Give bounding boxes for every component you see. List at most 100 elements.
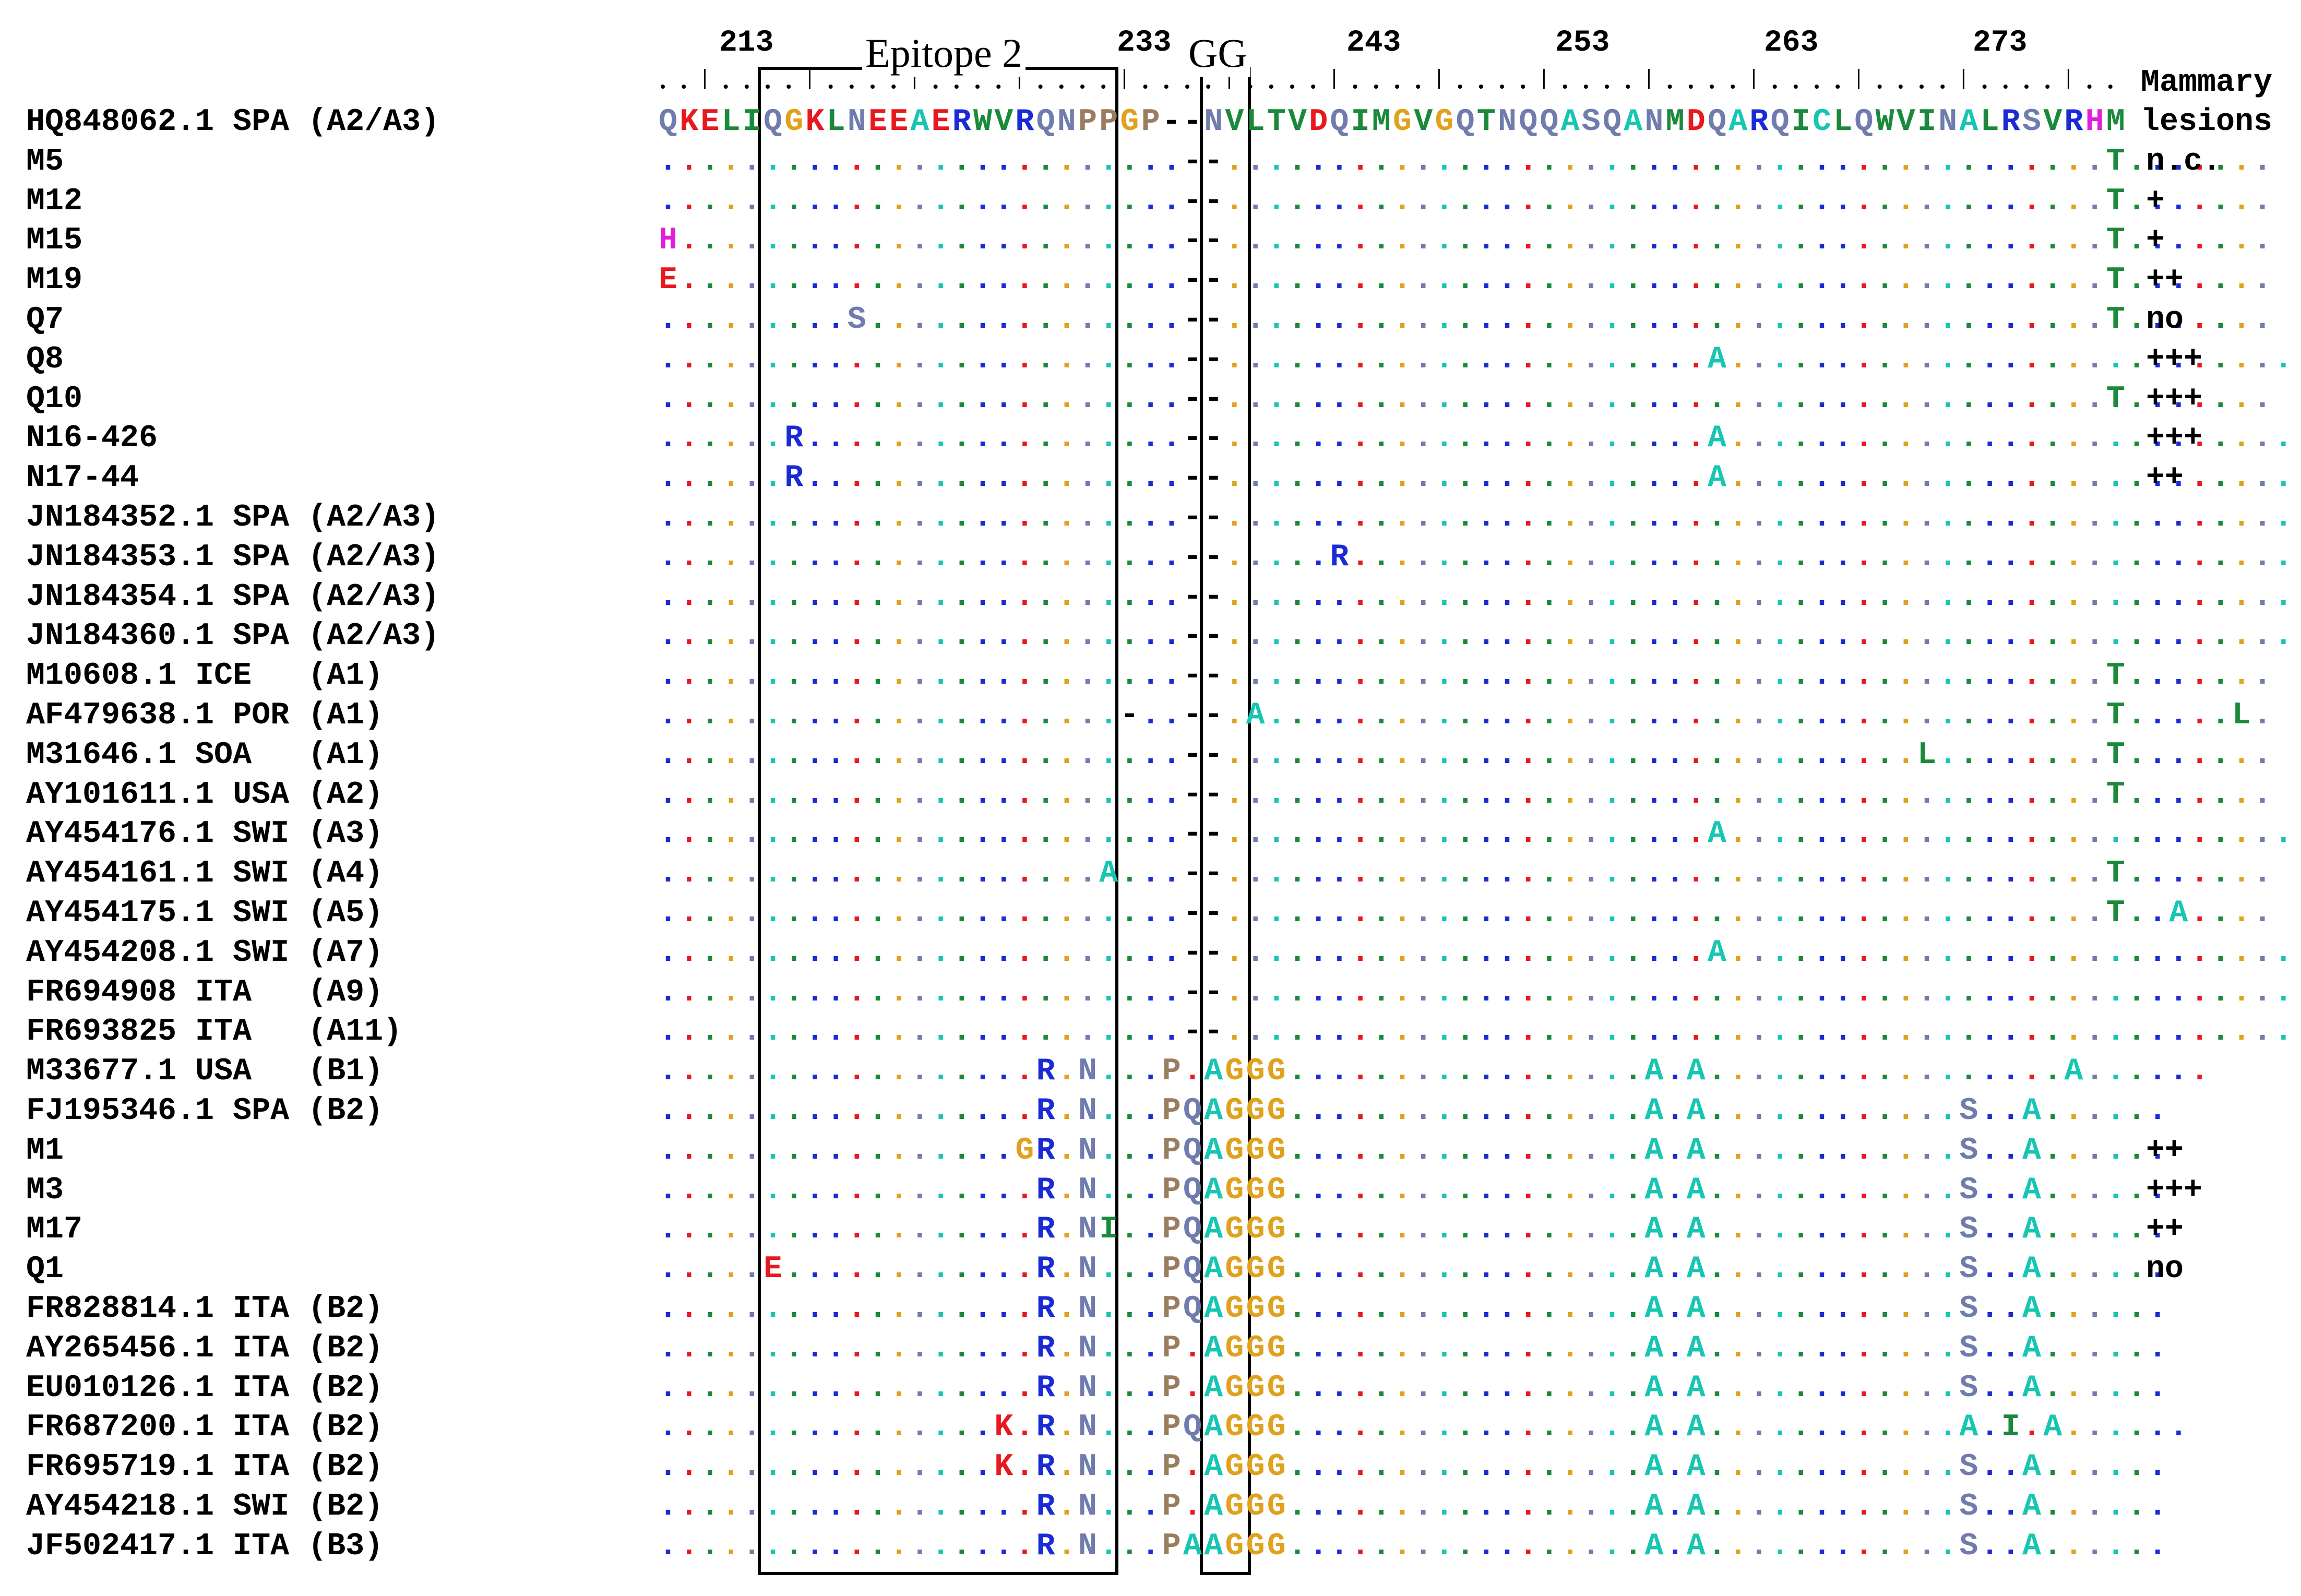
match-dot: . xyxy=(1309,856,1328,892)
match-dot: . xyxy=(889,935,909,971)
reference-residue: L xyxy=(1980,104,1999,140)
match-dot: . xyxy=(1288,1252,1307,1288)
match-dot: . xyxy=(1875,1093,1894,1129)
match-dot: . xyxy=(700,896,720,931)
match-dot: . xyxy=(2232,1014,2251,1050)
match-dot: . xyxy=(2085,974,2104,1010)
match-dot: . xyxy=(721,1212,741,1248)
match-dot: . xyxy=(826,1172,845,1208)
match-dot: . xyxy=(2085,1172,2104,1208)
match-dot: . xyxy=(847,381,866,417)
match-dot: . xyxy=(952,263,971,299)
match-dot: . xyxy=(1372,1014,1391,1050)
match-dot: . xyxy=(1540,539,1559,575)
match-dot: . xyxy=(1959,341,1978,377)
match-dot: . xyxy=(1099,1172,1118,1208)
match-dot: . xyxy=(1288,1449,1307,1485)
match-dot: . xyxy=(742,1093,761,1129)
substitution-residue: A xyxy=(2022,1370,2042,1406)
match-dot: . xyxy=(805,816,825,852)
match-dot: . xyxy=(1728,579,1748,615)
match-dot: . xyxy=(973,1133,993,1169)
match-dot: . xyxy=(1708,1291,1727,1327)
match-dot: . xyxy=(1938,1370,1958,1406)
match-dot: . xyxy=(2148,816,2167,852)
reference-residue: I xyxy=(742,104,761,140)
match-dot: . xyxy=(1875,183,1894,219)
match-dot: . xyxy=(1938,460,1958,496)
match-dot: . xyxy=(1476,1449,1496,1485)
match-dot: . xyxy=(1393,381,1412,417)
match-dot: . xyxy=(1938,1410,1958,1446)
substitution-residue: A xyxy=(1204,1054,1223,1090)
match-dot: . xyxy=(2064,974,2083,1010)
match-dot: . xyxy=(1644,777,1664,813)
match-dot: . xyxy=(931,500,950,535)
match-dot: . xyxy=(2001,1330,2020,1366)
match-dot: . xyxy=(1665,1370,1685,1406)
match-dot: . xyxy=(1015,935,1034,971)
match-dot: . xyxy=(1959,302,1978,338)
substitution-residue: A xyxy=(1708,935,1727,971)
match-dot: . xyxy=(1225,777,1244,813)
match-dot: . xyxy=(1372,1291,1391,1327)
match-dot: . xyxy=(2211,460,2230,496)
match-dot: . xyxy=(1938,856,1958,892)
substitution-residue: A xyxy=(1204,1330,1223,1366)
match-dot: . xyxy=(1099,1054,1118,1090)
gap-dash: - xyxy=(1204,618,1223,654)
match-dot: . xyxy=(1519,1410,1538,1446)
substitution-residue: I xyxy=(1099,1212,1118,1248)
match-dot: . xyxy=(1813,1330,1832,1366)
match-dot: . xyxy=(1708,1489,1727,1524)
match-dot: . xyxy=(721,816,741,852)
match-dot: . xyxy=(1686,816,1706,852)
match-dot: . xyxy=(659,381,678,417)
match-dot: . xyxy=(1057,302,1076,338)
match-dot: . xyxy=(1959,579,1978,615)
match-dot: . xyxy=(1120,263,1139,299)
match-dot: . xyxy=(1791,1014,1810,1050)
match-dot: . xyxy=(1120,1330,1139,1366)
match-dot: . xyxy=(1057,1410,1076,1446)
match-dot: . xyxy=(1938,1172,1958,1208)
match-dot: . xyxy=(2064,1133,2083,1169)
match-dot: . xyxy=(2043,698,2062,733)
match-dot: . xyxy=(2064,1252,2083,1288)
match-dot: . xyxy=(1540,302,1559,338)
match-dot: . xyxy=(1372,1133,1391,1169)
match-dot: . xyxy=(2253,856,2272,892)
match-dot: . xyxy=(1749,460,1769,496)
match-dot: . xyxy=(1603,856,1622,892)
match-dot: . xyxy=(952,302,971,338)
match-dot: . xyxy=(910,777,929,813)
reference-residue: T xyxy=(1267,104,1286,140)
substitution-residue: A xyxy=(2022,1093,2042,1129)
reference-residue: W xyxy=(1875,104,1894,140)
match-dot: . xyxy=(1875,539,1894,575)
match-dot: . xyxy=(1309,460,1328,496)
match-dot: . xyxy=(1728,341,1748,377)
match-dot: . xyxy=(679,381,699,417)
match-dot: . xyxy=(1330,421,1349,457)
match-dot: . xyxy=(1749,539,1769,575)
match-dot: . xyxy=(973,658,993,694)
match-dot: . xyxy=(721,974,741,1010)
match-dot: . xyxy=(1813,896,1832,931)
match-dot: . xyxy=(1896,777,1915,813)
match-dot: . xyxy=(742,460,761,496)
match-dot: . xyxy=(1435,1489,1454,1524)
match-dot: . xyxy=(1246,144,1265,180)
match-dot: . xyxy=(1099,737,1118,773)
match-dot: . xyxy=(952,1370,971,1406)
match-dot: . xyxy=(931,1133,950,1169)
match-dot: . xyxy=(1813,777,1832,813)
match-dot: . xyxy=(1980,144,1999,180)
substitution-residue: A xyxy=(1644,1370,1664,1406)
match-dot: . xyxy=(931,1014,950,1050)
match-dot: . xyxy=(1728,1291,1748,1327)
match-dot: . xyxy=(1393,500,1412,535)
match-dot: . xyxy=(1162,816,1181,852)
match-dot: . xyxy=(1246,539,1265,575)
match-dot: . xyxy=(2085,618,2104,654)
